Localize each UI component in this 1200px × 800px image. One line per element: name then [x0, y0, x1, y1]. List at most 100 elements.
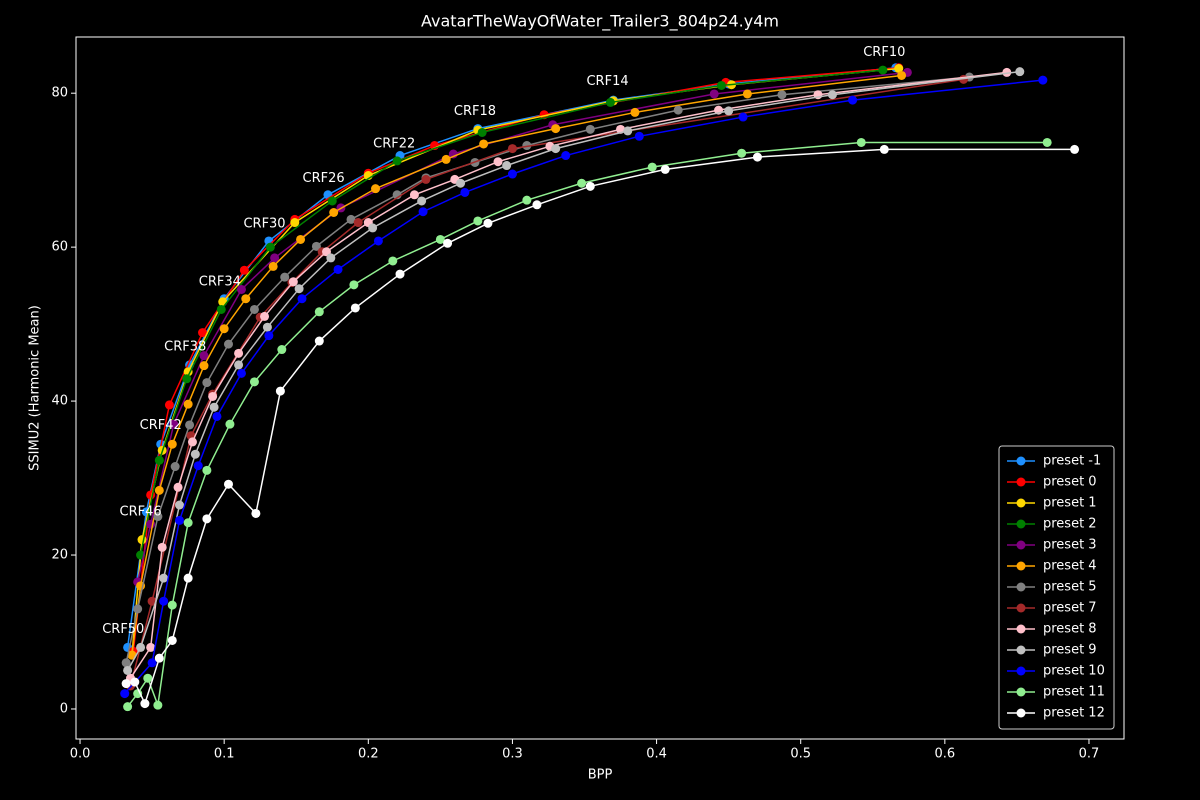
data-point — [551, 124, 561, 134]
data-point — [532, 200, 542, 210]
data-point — [327, 196, 337, 206]
data-point — [1070, 144, 1080, 154]
data-point — [294, 284, 304, 294]
data-point — [159, 573, 169, 583]
data-point — [264, 331, 274, 341]
data-point — [585, 181, 595, 191]
data-point — [522, 141, 532, 151]
data-point — [167, 439, 177, 449]
data-point — [333, 264, 343, 274]
data-point — [561, 151, 571, 161]
data-point — [479, 139, 489, 149]
plot-frame — [75, 36, 1125, 740]
data-point — [198, 328, 208, 338]
data-point — [716, 80, 726, 90]
legend-label: preset 2 — [1043, 517, 1097, 532]
data-point — [777, 90, 787, 100]
data-point — [121, 658, 131, 668]
data-point — [1038, 75, 1048, 85]
data-point — [350, 303, 360, 313]
data-point — [130, 677, 140, 687]
legend-marker — [1016, 456, 1026, 466]
data-point — [897, 70, 907, 80]
data-point — [236, 284, 246, 294]
data-point — [153, 512, 163, 522]
data-point — [265, 242, 275, 252]
data-point — [1015, 67, 1025, 77]
data-point — [164, 400, 174, 410]
data-point — [234, 360, 244, 370]
data-point — [219, 324, 229, 334]
data-point — [634, 131, 644, 141]
data-point — [353, 218, 363, 228]
data-point — [314, 336, 324, 346]
annotation: CRF42 — [140, 418, 182, 433]
legend-marker — [1016, 561, 1026, 571]
data-point — [170, 462, 180, 472]
data-point — [827, 90, 837, 100]
x-tick-label: 0.0 — [70, 747, 91, 762]
data-point — [493, 157, 503, 167]
data-point — [183, 399, 193, 409]
data-point — [249, 377, 259, 387]
data-point — [314, 307, 324, 317]
data-point — [456, 178, 466, 188]
y-tick-label: 20 — [51, 548, 68, 563]
data-point — [371, 184, 381, 194]
data-point — [154, 485, 164, 495]
legend-marker — [1016, 477, 1026, 487]
data-point — [502, 161, 512, 171]
data-point — [190, 449, 200, 459]
data-point — [418, 207, 428, 217]
series-line — [131, 74, 902, 656]
legend-label: preset 7 — [1043, 601, 1097, 616]
legend-marker — [1016, 498, 1026, 508]
data-point — [249, 304, 259, 314]
data-point — [647, 162, 657, 172]
data-point — [388, 256, 398, 266]
y-axis-label: SSIMU2 (Harmonic Mean) — [28, 305, 43, 471]
data-point — [169, 419, 179, 429]
data-point — [183, 367, 193, 377]
data-point — [752, 152, 762, 162]
data-point — [326, 253, 336, 263]
data-point — [630, 107, 640, 117]
annotation: CRF26 — [303, 171, 345, 186]
data-point — [660, 164, 670, 174]
data-point — [183, 518, 193, 528]
data-point — [173, 482, 183, 492]
legend-label: preset 4 — [1043, 559, 1097, 574]
y-tick-label: 40 — [51, 394, 68, 409]
legend-label: preset -1 — [1043, 454, 1101, 469]
data-point — [147, 596, 157, 606]
data-point — [199, 351, 209, 361]
annotation: CRF30 — [243, 217, 285, 232]
data-point — [146, 642, 156, 652]
data-point — [392, 156, 402, 166]
data-point — [241, 294, 251, 304]
y-tick-label: 0 — [60, 701, 68, 716]
data-point — [280, 272, 290, 282]
y-tick-label: 60 — [51, 240, 68, 255]
x-tick-label: 0.1 — [214, 747, 235, 762]
data-point — [373, 236, 383, 246]
legend-label: preset 8 — [1043, 622, 1097, 637]
data-point — [182, 374, 192, 384]
data-point — [185, 420, 195, 430]
data-point — [154, 653, 164, 663]
x-tick-label: 0.5 — [790, 747, 811, 762]
data-point — [153, 700, 163, 710]
data-point — [123, 702, 133, 712]
annotation: CRF34 — [199, 274, 241, 289]
data-point — [507, 169, 517, 179]
data-point — [737, 148, 747, 158]
data-point — [577, 178, 587, 188]
data-point — [202, 378, 212, 388]
data-point — [147, 658, 157, 668]
data-point — [349, 280, 359, 290]
data-point — [848, 95, 858, 105]
data-point — [585, 124, 595, 134]
data-point — [202, 514, 212, 524]
legend-marker — [1016, 666, 1026, 676]
legend-label: preset 5 — [1043, 580, 1097, 595]
